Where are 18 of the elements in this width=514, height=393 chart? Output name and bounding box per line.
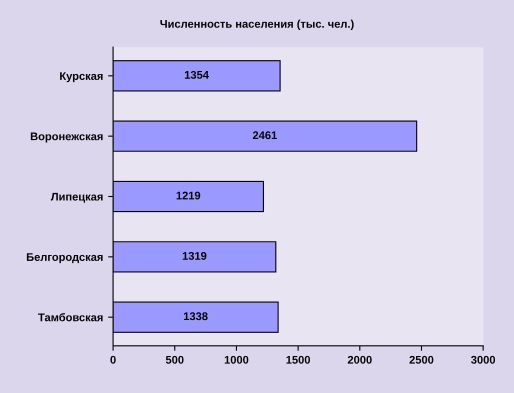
y-tick-label: Воронежская	[30, 132, 103, 142]
x-tick-label: 500	[166, 356, 184, 364]
x-tick-label: 0	[110, 356, 116, 364]
x-tick-label: 1000	[224, 356, 248, 364]
y-tick-label: Курская	[60, 72, 103, 82]
x-tick-label: 1500	[286, 356, 310, 364]
y-tick-label: Белгородская	[26, 253, 103, 264]
x-tick-label: 3000	[471, 356, 496, 364]
x-tick-label: 2000	[348, 356, 372, 364]
chart-title: Численность населения (тыс. чел.)	[160, 20, 354, 30]
data-label: 1354	[184, 70, 209, 79]
data-label: 1319	[182, 252, 206, 260]
y-tick-label: Липецкая	[50, 192, 103, 203]
x-tick-label: 2500	[410, 356, 434, 364]
data-label: 1338	[184, 312, 208, 320]
data-label: 1219	[176, 192, 200, 200]
y-tick-label: Тамбовская	[38, 313, 103, 322]
data-label: 2461	[252, 131, 277, 140]
